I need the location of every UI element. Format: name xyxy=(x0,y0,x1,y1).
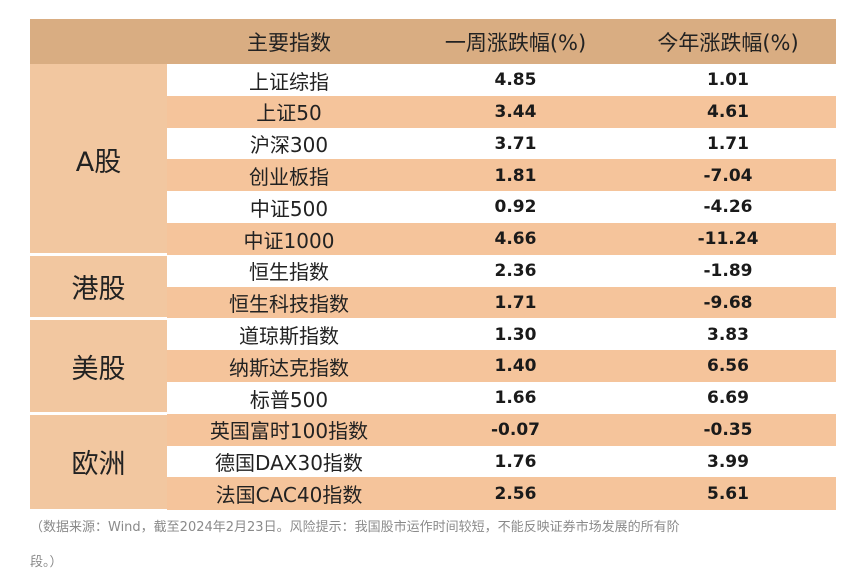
ytd-change-cell: -11.24 xyxy=(620,223,836,256)
index-name-cell: 上证综指 xyxy=(167,64,411,97)
index-name-cell: 中证500 xyxy=(167,191,411,224)
index-name-cell: 道琼斯指数 xyxy=(167,318,411,351)
weekly-change-cell: 4.85 xyxy=(411,64,620,97)
weekly-change-cell: 4.66 xyxy=(411,223,620,256)
ytd-change-cell: 6.56 xyxy=(620,350,836,383)
index-name-cell: 上证50 xyxy=(167,95,411,129)
ytd-change-cell: -4.26 xyxy=(620,191,836,224)
index-name-cell: 英国富时100指数 xyxy=(167,413,411,447)
weekly-change-cell: 1.66 xyxy=(411,382,620,415)
index-name-cell: 法国CAC40指数 xyxy=(167,477,411,510)
group-label: 美股 xyxy=(30,318,167,414)
header-weekly-change: 一周涨跌幅(%) xyxy=(411,19,620,64)
index-name-cell: 标普500 xyxy=(167,382,411,415)
footnote-line-1: （数据来源：Wind，截至2024年2月23日。风险提示：我国股市运作时间较短，… xyxy=(30,520,680,535)
ytd-change-cell: 6.69 xyxy=(620,382,836,415)
weekly-change-cell: 3.44 xyxy=(411,95,620,129)
ytd-change-cell: 3.99 xyxy=(620,445,836,478)
index-name-cell: 纳斯达克指数 xyxy=(167,350,411,383)
weekly-change-cell: 1.81 xyxy=(411,159,620,192)
ytd-change-cell: 4.61 xyxy=(620,95,836,129)
ytd-change-cell: -9.68 xyxy=(620,286,836,319)
group-divider xyxy=(30,316,167,320)
index-performance-table: 主要指数 一周涨跌幅(%) 今年涨跌幅(%) A股 上证综指 4.85 1.01 上证5… xyxy=(30,19,836,510)
weekly-change-cell: -0.07 xyxy=(411,413,620,447)
ytd-change-cell: -1.89 xyxy=(620,254,836,288)
index-name-cell: 中证1000 xyxy=(167,223,411,256)
index-name-cell: 沪深300 xyxy=(167,127,411,160)
weekly-change-cell: 1.40 xyxy=(411,350,620,383)
ytd-change-cell: 1.71 xyxy=(620,127,836,160)
weekly-change-cell: 3.71 xyxy=(411,127,620,160)
group-divider xyxy=(30,253,167,257)
header-blank-cell xyxy=(30,19,167,64)
ytd-change-cell: -0.35 xyxy=(620,413,836,447)
index-name-cell: 恒生指数 xyxy=(167,254,411,288)
ytd-change-cell: 5.61 xyxy=(620,477,836,510)
group-label: A股 xyxy=(30,64,167,255)
weekly-change-cell: 1.76 xyxy=(411,445,620,478)
index-name-cell: 德国DAX30指数 xyxy=(167,445,411,478)
weekly-change-cell: 2.36 xyxy=(411,254,620,288)
header-index-name: 主要指数 xyxy=(167,19,411,64)
group-divider xyxy=(30,412,167,416)
weekly-change-cell: 1.30 xyxy=(411,318,620,351)
ytd-change-cell: 1.01 xyxy=(620,64,836,97)
ytd-change-cell: -7.04 xyxy=(620,159,836,192)
group-label: 欧洲 xyxy=(30,413,167,510)
header-ytd-change: 今年涨跌幅(%) xyxy=(620,19,836,64)
footnote-line-2: 段。） xyxy=(30,555,63,570)
index-name-cell: 恒生科技指数 xyxy=(167,286,411,319)
ytd-change-cell: 3.83 xyxy=(620,318,836,351)
weekly-change-cell: 1.71 xyxy=(411,286,620,319)
weekly-change-cell: 0.92 xyxy=(411,191,620,224)
index-name-cell: 创业板指 xyxy=(167,159,411,192)
group-label: 港股 xyxy=(30,254,167,319)
weekly-change-cell: 2.56 xyxy=(411,477,620,510)
